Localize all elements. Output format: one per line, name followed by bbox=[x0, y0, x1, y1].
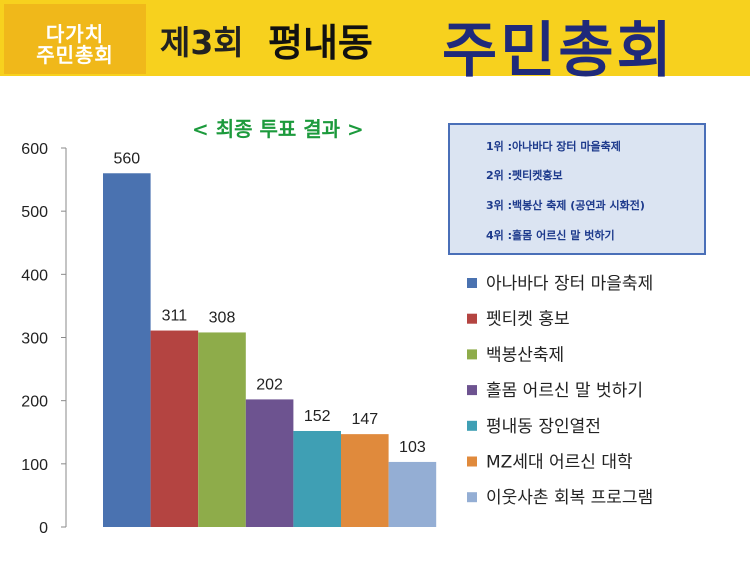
logo-line1: 다가치 bbox=[45, 22, 105, 46]
legend-label: MZ세대 어르신 대학 bbox=[486, 453, 633, 473]
legend-swatch bbox=[467, 278, 477, 288]
bar bbox=[103, 173, 151, 527]
y-tick-label: 500 bbox=[21, 204, 48, 221]
y-tick-label: 100 bbox=[21, 457, 48, 474]
chart-title: < 최종 투표 결과 > bbox=[192, 117, 364, 141]
header-banner: 다가치 주민총회 제3회 평내동 주민총회 bbox=[0, 0, 750, 86]
y-tick-label: 300 bbox=[21, 331, 48, 348]
banner-session: 제3회 bbox=[160, 23, 244, 62]
data-label: 152 bbox=[304, 408, 331, 425]
ranking-box: 1위 :아나바다 장터 마을축제 2위 :펫티켓홍보 3위 :백봉산 축제 (공… bbox=[448, 123, 706, 255]
y-tick-label: 400 bbox=[21, 267, 48, 284]
legend-swatch bbox=[467, 420, 477, 431]
ranking-item-2: 2위 :펫티켓홍보 bbox=[486, 169, 563, 182]
legend-label: 평내동 장인열전 bbox=[486, 417, 601, 437]
data-label: 308 bbox=[209, 309, 236, 326]
legend-label: 펫티켓 홍보 bbox=[486, 310, 570, 330]
legend-swatch bbox=[467, 385, 477, 396]
logo-line2: 주민총회 bbox=[36, 43, 114, 67]
logo: 다가치 주민총회 bbox=[4, 4, 146, 74]
legend-label: 이웃사촌 회복 프로그램 bbox=[486, 488, 653, 508]
legend-swatch bbox=[467, 492, 477, 503]
bar bbox=[150, 330, 199, 527]
data-label: 202 bbox=[256, 376, 283, 393]
bar bbox=[293, 430, 341, 527]
banner-event: 주민총회 bbox=[442, 16, 675, 86]
legend-label: 백봉산축제 bbox=[486, 345, 564, 365]
legend-label: 아나바다 장터 마을축제 bbox=[486, 274, 653, 294]
bar bbox=[388, 461, 437, 527]
y-tick-label: 200 bbox=[21, 394, 48, 411]
bar bbox=[245, 399, 294, 527]
data-label: 147 bbox=[351, 411, 378, 428]
data-label: 103 bbox=[399, 439, 426, 456]
bar bbox=[198, 332, 246, 527]
legend-swatch bbox=[467, 456, 477, 467]
y-tick-label: 600 bbox=[21, 141, 48, 158]
legend-swatch bbox=[467, 349, 477, 360]
data-label: 311 bbox=[162, 308, 188, 325]
legend-label: 홀몸 어르신 말 벗하기 bbox=[486, 381, 643, 401]
bar bbox=[341, 434, 389, 527]
data-label: 560 bbox=[113, 150, 140, 167]
legend-swatch bbox=[467, 313, 477, 324]
banner-place: 평내동 bbox=[268, 21, 373, 65]
y-tick-label: 0 bbox=[39, 520, 48, 537]
ranking-item-4: 4위 :홀몸 어르신 말 벗하기 bbox=[486, 229, 615, 242]
ranking-item-1: 1위 :아나바다 장터 마을축제 bbox=[486, 140, 621, 153]
ranking-item-3: 3위 :백봉산 축제 (공연과 시화전) bbox=[486, 199, 645, 212]
